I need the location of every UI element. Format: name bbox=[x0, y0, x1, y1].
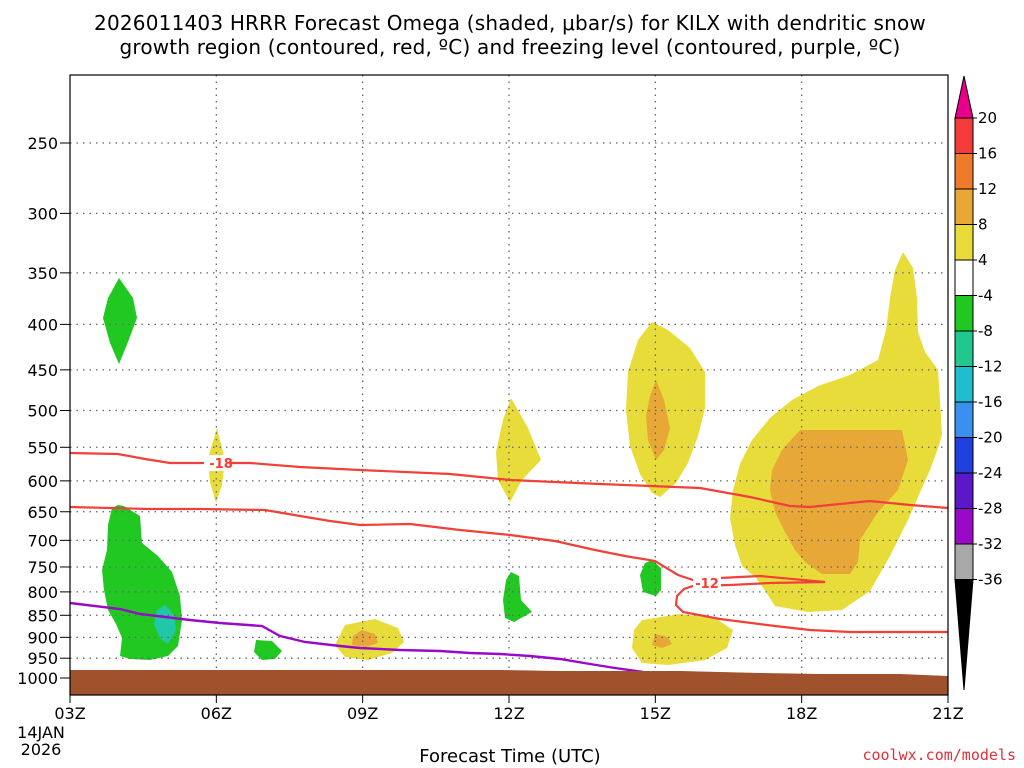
omega-orange-core-15z bbox=[646, 380, 670, 460]
colorbar-box-10 bbox=[954, 437, 974, 474]
credit-text: coolwx.com/models bbox=[862, 746, 1016, 764]
colorbar-label--36: -36 bbox=[978, 571, 1003, 589]
omega-green-region-12z bbox=[503, 572, 532, 622]
contour-label-minus18: -18 bbox=[209, 457, 233, 472]
colorbar-box-5 bbox=[954, 259, 974, 296]
y-axis-ticks: 250 300 350 400 450 500 550 600 650 700 750 800 850 9… bbox=[17, 134, 70, 688]
omega-orange-core-09z bbox=[352, 630, 378, 647]
colorbar-box-8 bbox=[954, 366, 974, 403]
omega-orange-core-15z-lower bbox=[652, 634, 672, 648]
dgz-contour-minus18 bbox=[69, 451, 949, 510]
colorbar-box-7 bbox=[954, 330, 974, 367]
x-date-label-line2: 2026 bbox=[21, 740, 62, 759]
x-tick-label-18Z: 18Z bbox=[786, 704, 817, 723]
colorbar-box-3 bbox=[954, 188, 974, 225]
y-tick-label-750: 750 bbox=[27, 558, 58, 577]
terrain-below-ground bbox=[70, 670, 948, 695]
freezing-level-contour bbox=[69, 601, 644, 674]
colorbar-box-1 bbox=[954, 117, 974, 154]
omega-yellow-region-12z bbox=[496, 398, 541, 502]
colorbar-label-16: 16 bbox=[978, 145, 997, 163]
y-tick-label-250: 250 bbox=[27, 134, 58, 153]
colorbar-top-arrow bbox=[954, 75, 974, 119]
colorbar-label--24: -24 bbox=[978, 464, 1003, 482]
x-axis-label: Forecast Time (UTC) bbox=[419, 746, 600, 767]
chart-title-line2: growth region (contoured, red, ºC) and f… bbox=[119, 35, 900, 59]
omega-green-region-400 bbox=[103, 278, 137, 364]
colorbar-label--20: -20 bbox=[978, 429, 1003, 447]
x-tick-label-03Z: 03Z bbox=[54, 704, 85, 723]
y-tick-label-550: 550 bbox=[27, 438, 58, 457]
y-tick-label-900: 900 bbox=[27, 628, 58, 647]
contour-label-bg-minus12 bbox=[693, 575, 721, 591]
x-tick-label-15Z: 15Z bbox=[640, 704, 671, 723]
omega-shading bbox=[102, 252, 942, 665]
colorbar-box-9 bbox=[954, 401, 974, 438]
colorbar: 20 16 12 8 4 -4 -8 -12 -16 -20 -24 -28 -32 -36 bbox=[954, 75, 1003, 691]
colorbar-box-6 bbox=[954, 295, 974, 332]
colorbar-label--28: -28 bbox=[978, 500, 1003, 518]
x-tick-label-09Z: 09Z bbox=[347, 704, 378, 723]
colorbar-label-4: 4 bbox=[978, 251, 988, 269]
colorbar-bottom-arrow bbox=[954, 579, 974, 691]
colorbar-box-13 bbox=[954, 543, 974, 580]
colorbar-label--32: -32 bbox=[978, 535, 1003, 553]
contour-label-minus12: -12 bbox=[695, 577, 719, 592]
omega-green-region-07z bbox=[254, 640, 282, 660]
colorbar-box-12 bbox=[954, 508, 974, 545]
colorbar-box-11 bbox=[954, 472, 974, 509]
y-tick-label-400: 400 bbox=[27, 315, 58, 334]
y-tick-label-300: 300 bbox=[27, 204, 58, 223]
y-tick-label-500: 500 bbox=[27, 402, 58, 421]
y-tick-label-800: 800 bbox=[27, 583, 58, 602]
y-tick-label-850: 850 bbox=[27, 606, 58, 625]
y-tick-label-1000: 1000 bbox=[17, 669, 58, 688]
y-tick-label-950: 950 bbox=[27, 649, 58, 668]
contours: -18 -12 bbox=[69, 451, 949, 674]
x-date-label-line1: 14JAN bbox=[17, 723, 65, 742]
colorbar-label--12: -12 bbox=[978, 358, 1003, 376]
chart-title-line1: 2026011403 HRRR Forecast Omega (shaded, … bbox=[94, 11, 926, 35]
colorbar-label-8: 8 bbox=[978, 216, 988, 234]
x-tick-label-12Z: 12Z bbox=[493, 704, 524, 723]
omega-yellow-region-15z-lower bbox=[632, 614, 733, 665]
y-tick-label-650: 650 bbox=[27, 503, 58, 522]
omega-orange-core-18z bbox=[770, 430, 908, 574]
colorbar-box-2 bbox=[954, 153, 974, 190]
y-tick-label-450: 450 bbox=[27, 361, 58, 380]
colorbar-label-12: 12 bbox=[978, 180, 997, 198]
colorbar-box-4 bbox=[954, 224, 974, 261]
omega-cyan-core bbox=[154, 605, 176, 644]
y-tick-label-700: 700 bbox=[27, 531, 58, 550]
y-tick-label-600: 600 bbox=[27, 472, 58, 491]
colorbar-label-20: 20 bbox=[978, 109, 997, 127]
colorbar-label--8: -8 bbox=[978, 322, 993, 340]
x-axis-ticks: 03Z 06Z 09Z 12Z 15Z 18Z 21Z bbox=[54, 695, 964, 723]
plot-area: -18 -12 bbox=[69, 74, 949, 696]
x-tick-label-06Z: 06Z bbox=[201, 704, 232, 723]
colorbar-label--16: -16 bbox=[978, 393, 1003, 411]
y-tick-label-350: 350 bbox=[27, 264, 58, 283]
colorbar-label--4: -4 bbox=[978, 287, 993, 305]
contour-label-bg-minus18 bbox=[204, 455, 230, 471]
x-tick-label-21Z: 21Z bbox=[932, 704, 963, 723]
